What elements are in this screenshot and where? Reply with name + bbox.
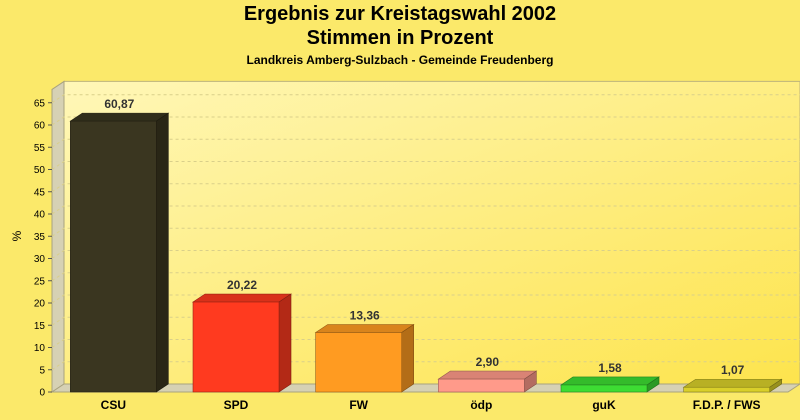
y-tick-label: 45 <box>34 187 46 198</box>
plot-left-wall <box>51 80 65 393</box>
y-tick-label: 30 <box>34 254 46 265</box>
gridline <box>51 316 800 326</box>
gridline <box>51 205 800 215</box>
gridline <box>51 250 800 259</box>
bar-top <box>314 324 415 333</box>
x-category-label: ödp <box>470 398 492 412</box>
bar-spd: 20,22 <box>192 278 292 393</box>
y-tick-label: 5 <box>39 365 45 376</box>
y-tick-label: 25 <box>34 276 46 287</box>
gridline <box>51 227 800 237</box>
bar-ödp: 2,90 <box>437 355 538 393</box>
bar-top <box>192 293 292 303</box>
y-tick-label: 40 <box>34 210 46 221</box>
gridline <box>51 138 800 148</box>
bar-front <box>560 384 648 393</box>
bar-front <box>192 301 280 393</box>
bar-side <box>156 112 169 393</box>
bar-top <box>69 112 170 122</box>
bar-front <box>70 120 157 393</box>
gridline <box>51 361 800 371</box>
bar-value-label: 60,87 <box>104 97 134 111</box>
y-tick-label: 60 <box>34 121 46 132</box>
bar-f-d-p-fws: 1,07 <box>682 363 783 393</box>
chart-subtitle: Stimmen in Prozent <box>306 27 494 49</box>
y-tick-label: 0 <box>39 388 45 399</box>
x-category-label: SPD <box>224 398 249 412</box>
bar-value-label: 1,07 <box>721 363 745 377</box>
bar-side <box>401 323 414 393</box>
bar-top <box>560 376 660 386</box>
bar-guk: 1,58 <box>560 361 660 393</box>
y-tick-label: 15 <box>34 321 46 332</box>
y-tick-label: 10 <box>34 343 46 354</box>
gridline <box>51 272 800 282</box>
bar-front <box>438 378 525 393</box>
chart-region-subtitle: Landkreis Amberg-Sulzbach - Gemeinde Fre… <box>246 53 554 67</box>
y-tick-label: 50 <box>34 165 46 176</box>
bar-value-label: 1,58 <box>598 361 622 375</box>
gridline <box>51 116 800 126</box>
bar-top <box>682 378 783 388</box>
bar-value-label: 2,90 <box>476 355 500 369</box>
x-category-label: CSU <box>101 398 126 412</box>
y-tick-label: 65 <box>34 98 46 109</box>
gridline <box>51 94 800 104</box>
bar-top <box>437 370 538 380</box>
x-category-label: FW <box>349 398 368 412</box>
bar-csu: 60,87 <box>69 97 170 393</box>
chart-title: Ergebnis zur Kreistagswahl 2002 <box>243 3 557 25</box>
gridline <box>51 161 800 170</box>
y-axis-label: % <box>10 230 24 241</box>
x-category-label: guK <box>592 398 616 412</box>
y-tick-label: 35 <box>34 232 46 243</box>
gridline <box>51 294 800 304</box>
gridline <box>51 339 800 348</box>
bar-front <box>683 386 770 393</box>
x-category-label: F.D.P. / FWS <box>693 398 761 412</box>
bar-value-label: 20,22 <box>227 278 257 292</box>
bar-front <box>315 332 402 393</box>
gridline <box>51 183 800 193</box>
y-tick-label: 20 <box>34 299 46 310</box>
bar-fw: 13,36 <box>314 309 415 393</box>
bar-value-label: 13,36 <box>350 309 380 323</box>
bar-side <box>278 293 292 393</box>
plot-back-wall <box>63 80 800 385</box>
y-tick-label: 55 <box>34 143 46 154</box>
